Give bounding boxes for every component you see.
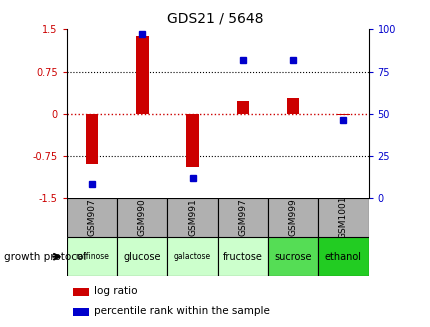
- Text: growth protocol: growth protocol: [4, 252, 86, 262]
- Bar: [217, 198, 267, 237]
- Bar: [167, 198, 217, 237]
- Text: galactose: galactose: [174, 252, 211, 261]
- Bar: [236, 101, 249, 113]
- Bar: [317, 198, 368, 237]
- Bar: [336, 113, 349, 115]
- Text: sucrose: sucrose: [273, 252, 311, 262]
- Bar: [135, 36, 148, 113]
- Text: GSM997: GSM997: [238, 198, 247, 236]
- Bar: [286, 98, 299, 113]
- Text: GSM907: GSM907: [87, 198, 96, 236]
- Text: fructose: fructose: [222, 252, 262, 262]
- Text: GSM991: GSM991: [187, 198, 197, 236]
- Bar: [217, 237, 267, 276]
- Text: GSM1001: GSM1001: [338, 196, 347, 239]
- Text: log ratio: log ratio: [94, 286, 137, 296]
- Text: GDS21 / 5648: GDS21 / 5648: [167, 11, 263, 26]
- Bar: [73, 308, 89, 316]
- Bar: [267, 237, 317, 276]
- Bar: [67, 198, 117, 237]
- Bar: [67, 237, 117, 276]
- Text: glucose: glucose: [123, 252, 161, 262]
- Bar: [167, 237, 217, 276]
- Text: raffinose: raffinose: [75, 252, 109, 261]
- Text: percentile rank within the sample: percentile rank within the sample: [94, 306, 269, 316]
- Text: GSM990: GSM990: [138, 198, 146, 236]
- Bar: [86, 113, 98, 164]
- Bar: [267, 198, 317, 237]
- Text: GSM999: GSM999: [288, 198, 297, 236]
- Bar: [317, 237, 368, 276]
- Bar: [186, 113, 198, 167]
- Bar: [117, 237, 167, 276]
- Bar: [73, 288, 89, 296]
- Text: ethanol: ethanol: [324, 252, 361, 262]
- Bar: [117, 198, 167, 237]
